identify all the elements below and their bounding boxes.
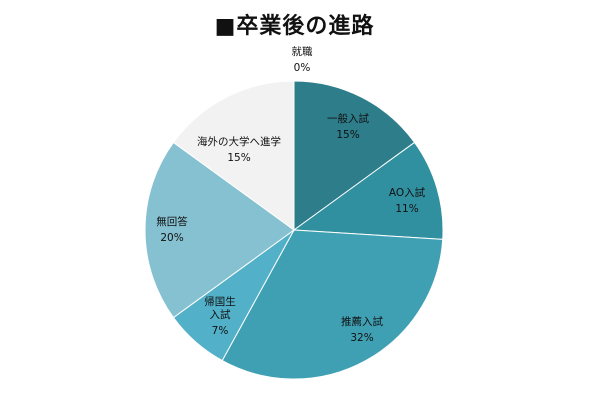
slice-label: 入試	[210, 308, 231, 321]
slice-label: 海外の大学へ進学	[197, 135, 281, 148]
pie-slice	[221, 229, 444, 380]
pie-slice	[292, 141, 444, 240]
slice-label: 無回答	[156, 215, 188, 228]
slice-value-label: 11%	[395, 203, 418, 215]
slice-label: 一般入試	[327, 112, 369, 125]
slice-value-label: 32%	[350, 332, 373, 344]
pie-slice	[293, 80, 416, 231]
slice-label: 就職	[292, 45, 313, 58]
slice-value-label: 20%	[160, 232, 183, 244]
slice-value-label: 0%	[294, 62, 311, 74]
slice-value-label: 15%	[227, 152, 250, 164]
slice-label: 帰国生	[204, 295, 236, 308]
chart-title: ■卒業後の進路	[214, 14, 375, 39]
slice-label: AO入試	[389, 186, 426, 199]
slice-label: 推薦入試	[341, 315, 383, 328]
pie-slice	[172, 80, 295, 231]
pie-slice	[144, 141, 295, 319]
slice-value-label: 7%	[212, 325, 229, 337]
slice-value-label: 15%	[336, 129, 359, 141]
